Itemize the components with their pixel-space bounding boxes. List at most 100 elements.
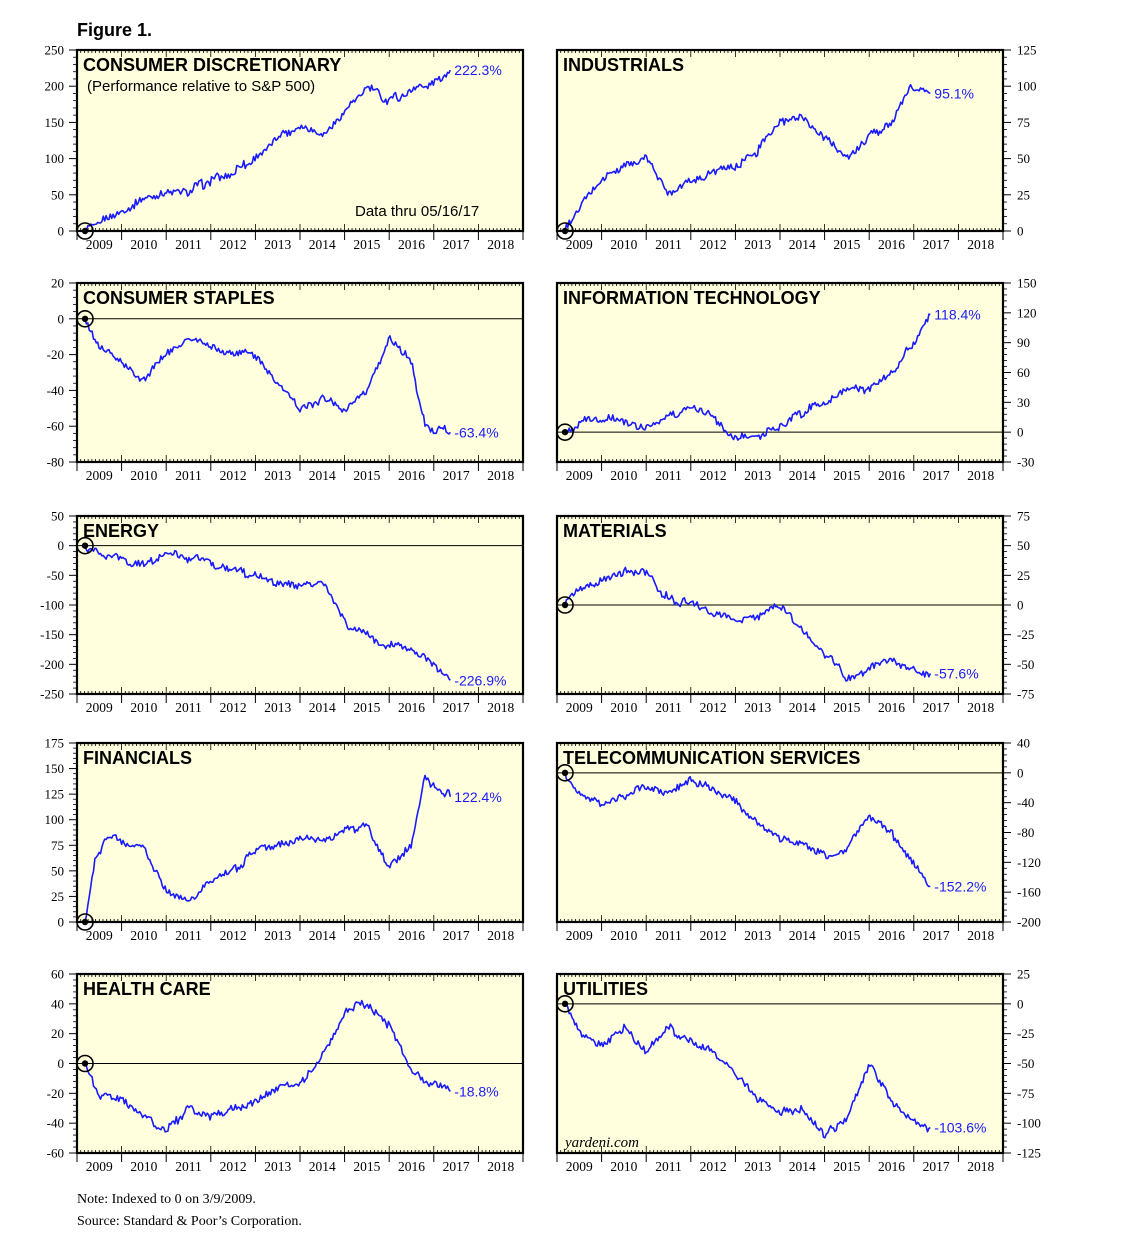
x-tick-label: 2011 [175,237,202,252]
end-value-label: -57.6% [934,665,978,681]
x-tick-label: 2009 [86,1159,113,1174]
watermark: yardeni.com [563,1135,639,1151]
y-tick-label: -30 [1017,455,1034,470]
panel-consumer-staples: 2009 2010 2011 2012 2013 2014 2015 2016 2017 2018… [47,276,525,483]
panel-title: ENERGY [83,521,159,541]
start-marker-dot [81,542,89,549]
y-tick-label: 0 [58,538,65,553]
y-tick-label: -200 [40,657,64,672]
y-tick-label: -50 [47,568,64,583]
x-tick-label: 2017 [923,700,950,715]
x-tick-label: 2009 [566,700,593,715]
y-tick-label: -25 [1017,627,1034,642]
y-tick-label: -160 [1017,885,1041,900]
x-tick-label: 2013 [264,237,291,252]
x-tick-label: 2018 [967,1159,994,1174]
y-tick-label: -40 [47,1116,64,1131]
y-tick-label: 90 [1017,335,1030,350]
series-line [84,774,452,923]
x-tick-label: 2014 [789,237,816,252]
x-tick-label: 2011 [655,237,682,252]
x-tick-label: 2016 [878,1159,905,1174]
panel-telecommunication-services: 2009 2010 2011 2012 2013 2014 2015 2016 2017 2018… [555,736,1041,943]
panel-title: INDUSTRIALS [563,55,684,75]
panel-subtitle: (Performance relative to S&P 500) [87,78,315,95]
start-marker-dot [561,601,569,609]
x-tick-label: 2010 [610,468,637,483]
x-tick-label: 2011 [655,700,682,715]
y-tick-label: -20 [47,1086,64,1101]
end-value-label: 95.1% [934,85,974,101]
x-tick-label: 2018 [487,468,514,483]
end-value-label: -18.8% [454,1084,498,1100]
x-tick-label: 2014 [309,700,336,715]
x-tick-label: 2015 [833,237,860,252]
footnote-note: Note: Indexed to 0 on 3/9/2009. [77,1192,256,1207]
x-tick-label: 2009 [566,237,593,252]
x-tick-label: 2017 [923,237,950,252]
panel-frame [555,48,1005,233]
panel-information-technology: 2009 2010 2011 2012 2013 2014 2015 2016 2017 2018… [555,276,1037,483]
x-tick-label: 2010 [130,1159,157,1174]
series-line [564,1003,931,1139]
y-tick-label: 25 [1017,568,1030,583]
start-marker-dot [81,227,89,235]
x-tick-label: 2014 [789,468,816,483]
start-marker-ring [556,423,574,441]
y-tick-label: 100 [1017,79,1037,94]
x-tick-label: 2014 [309,237,336,252]
y-tick-label: 25 [1017,187,1030,202]
data-thru-label: Data thru 05/16/17 [355,203,479,220]
panel-frame [75,514,525,696]
x-tick-label: 2010 [610,928,637,943]
x-tick-label: 2015 [353,1159,380,1174]
y-tick-label: -80 [1017,825,1034,840]
y-tick-label: -60 [47,1146,64,1161]
panel-title: UTILITIES [563,979,648,999]
y-tick-label: 175 [45,736,65,751]
y-tick-label: 50 [51,863,64,878]
panel-financials: 2009 2010 2011 2012 2013 2014 2015 2016 2017 2018… [45,736,525,943]
x-tick-label: 2018 [967,468,994,483]
start-marker-ring [556,596,574,614]
series-line [564,83,931,232]
y-tick-label: 0 [1017,765,1024,780]
y-tick-label: -120 [1017,855,1041,870]
x-tick-label: 2018 [487,700,514,715]
x-tick-label: 2012 [700,237,727,252]
start-marker-dot [81,1060,89,1067]
x-tick-label: 2014 [309,928,336,943]
x-tick-label: 2011 [175,928,202,943]
x-tick-label: 2015 [833,468,860,483]
series-line [84,999,451,1133]
x-tick-label: 2009 [86,700,113,715]
y-tick-label: 0 [58,224,65,239]
x-tick-label: 2018 [487,1159,514,1174]
y-tick-label: 0 [1017,996,1024,1011]
y-tick-label: -50 [1017,657,1034,672]
x-tick-label: 2015 [353,468,380,483]
panel-frame [75,741,525,924]
end-value-label: -152.2% [934,878,986,894]
x-tick-label: 2009 [566,1159,593,1174]
x-tick-label: 2009 [566,468,593,483]
y-tick-label: -20 [47,347,64,362]
x-tick-label: 2012 [220,1159,247,1174]
x-tick-label: 2013 [744,928,771,943]
x-tick-label: 2017 [443,1159,470,1174]
end-value-label: 122.4% [454,789,501,805]
y-tick-label: -250 [40,687,64,702]
x-tick-label: 2015 [833,1159,860,1174]
x-tick-label: 2013 [744,700,771,715]
y-tick-label: 25 [1017,967,1030,982]
x-tick-label: 2015 [833,928,860,943]
y-tick-label: 0 [1017,598,1024,613]
panel-materials: 2009 2010 2011 2012 2013 2014 2015 2016 2017 2018… [555,509,1034,715]
x-tick-label: 2010 [130,468,157,483]
x-tick-label: 2010 [610,237,637,252]
series-line [84,545,451,681]
y-tick-label: -50 [1017,1056,1034,1071]
x-tick-label: 2017 [923,1159,950,1174]
y-tick-label: 100 [45,151,65,166]
y-tick-label: 20 [51,1026,64,1041]
